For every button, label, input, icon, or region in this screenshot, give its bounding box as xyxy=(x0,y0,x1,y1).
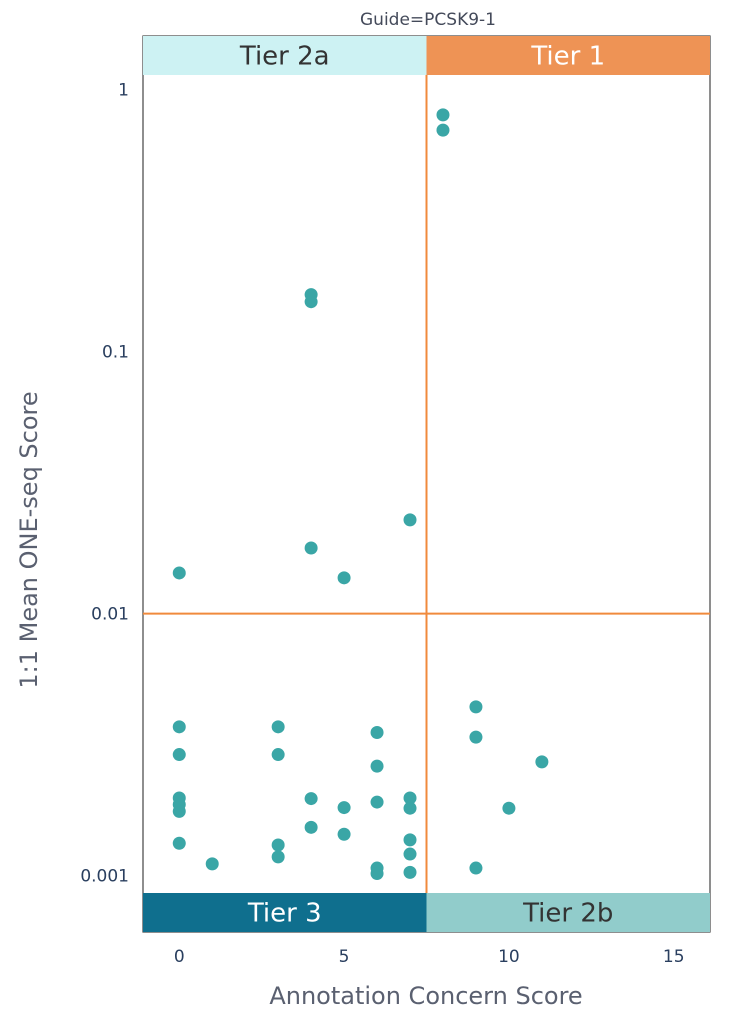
data-point xyxy=(403,865,417,879)
threshold-lines xyxy=(143,36,710,932)
data-point xyxy=(403,801,417,815)
data-point xyxy=(436,123,450,137)
data-point xyxy=(172,720,186,734)
data-point xyxy=(304,820,318,834)
x-tick-label: 5 xyxy=(339,947,350,967)
data-point xyxy=(271,720,285,734)
data-point xyxy=(370,795,384,809)
tier-box-1 xyxy=(143,36,427,75)
data-point xyxy=(436,108,450,122)
tier-label-1: Tier 2a xyxy=(239,42,330,72)
tier-labels: Tier 2a Tier 1 Tier 3 Tier 2b xyxy=(143,36,710,932)
data-point xyxy=(370,759,384,773)
tier-box-3 xyxy=(143,893,427,932)
data-point xyxy=(502,801,516,815)
y-tick-label: 0.1 xyxy=(102,343,129,363)
tier-box-2 xyxy=(426,36,710,75)
data-point xyxy=(304,792,318,806)
data-point xyxy=(403,847,417,861)
data-point xyxy=(403,833,417,847)
y-axis-title: 1:1 Mean ONE-seq Score xyxy=(15,391,43,688)
data-point xyxy=(337,827,351,841)
data-point xyxy=(304,541,318,555)
tier-label-2: Tier 1 xyxy=(530,42,605,72)
data-point xyxy=(172,748,186,762)
data-point xyxy=(271,838,285,852)
data-point xyxy=(370,726,384,740)
data-point xyxy=(469,861,483,875)
data-point xyxy=(370,866,384,880)
data-point xyxy=(205,857,219,871)
data-points xyxy=(172,108,549,880)
data-point xyxy=(469,730,483,744)
data-point xyxy=(403,791,417,805)
data-point xyxy=(403,513,417,527)
data-point xyxy=(271,748,285,762)
tier-label-3: Tier 3 xyxy=(247,899,322,929)
y-tick-label: 0.001 xyxy=(80,867,129,887)
y-tick-label: 1 xyxy=(118,80,129,100)
data-point xyxy=(172,836,186,850)
x-tick-label: 10 xyxy=(498,947,520,967)
data-point xyxy=(469,700,483,714)
x-axis-ticks: 0 5 10 15 xyxy=(174,947,685,967)
y-tick-label: 0.01 xyxy=(91,605,129,625)
y-axis-ticks: 0.001 0.01 0.1 1 xyxy=(80,80,129,886)
tier-box-4 xyxy=(426,893,710,932)
data-point xyxy=(172,804,186,818)
tier-label-4: Tier 2b xyxy=(522,899,613,929)
data-point xyxy=(304,295,318,309)
data-point xyxy=(271,850,285,864)
data-point xyxy=(172,566,186,580)
x-tick-label: 15 xyxy=(663,947,685,967)
chart-title: Guide=PCSK9-1 xyxy=(360,10,496,30)
data-point xyxy=(337,571,351,585)
data-point xyxy=(337,801,351,815)
x-tick-label: 0 xyxy=(174,947,185,967)
data-point xyxy=(535,755,549,769)
x-axis-title: Annotation Concern Score xyxy=(269,982,582,1010)
